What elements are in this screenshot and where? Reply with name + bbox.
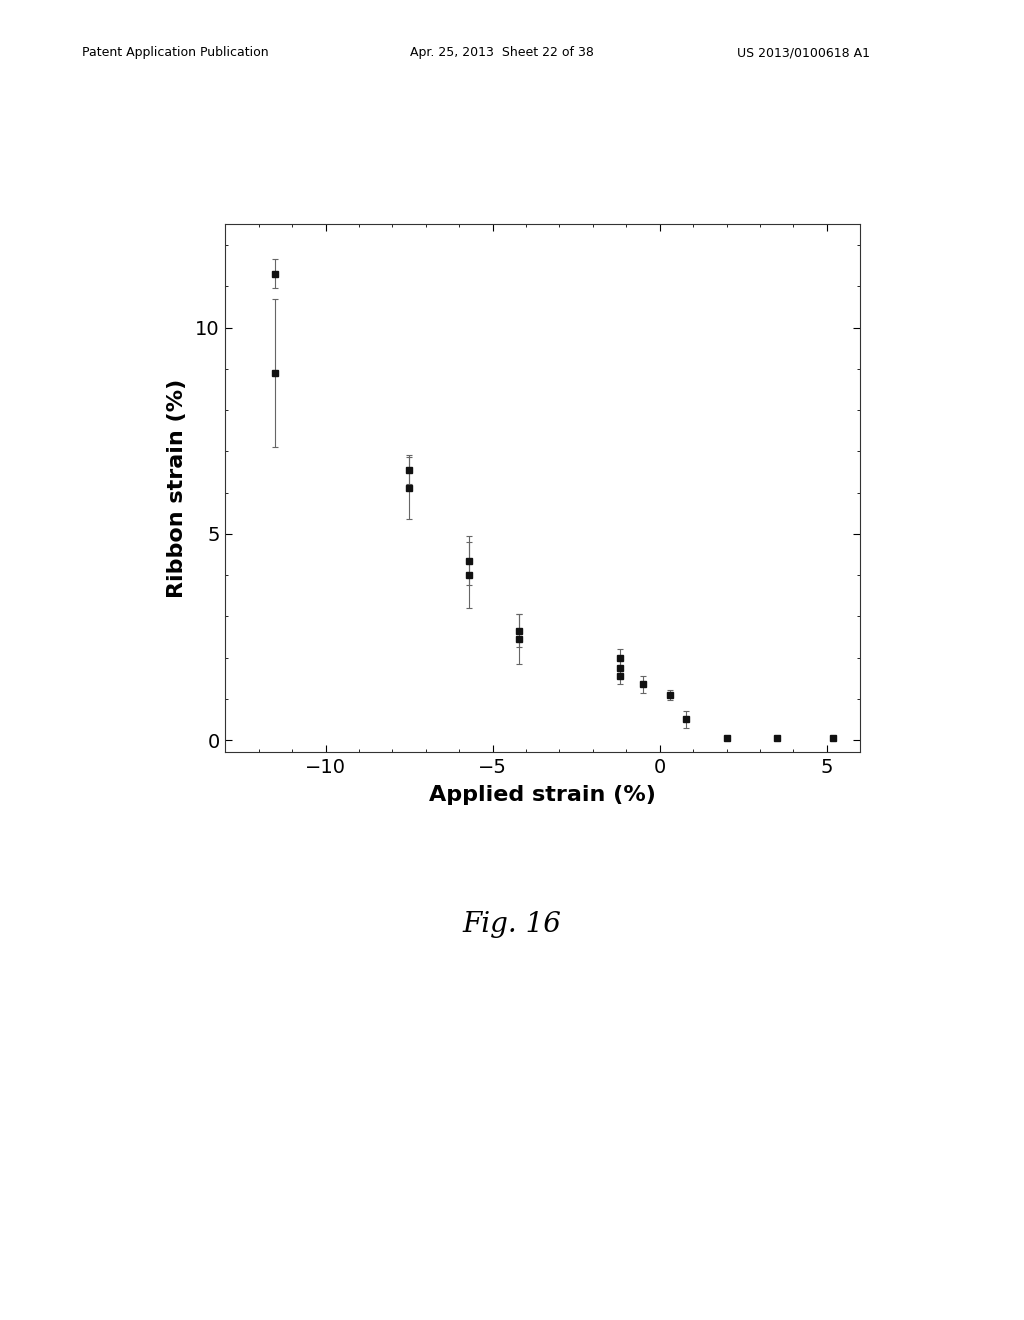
Text: Patent Application Publication: Patent Application Publication	[82, 46, 268, 59]
Text: Fig. 16: Fig. 16	[463, 911, 561, 937]
Y-axis label: Ribbon strain (%): Ribbon strain (%)	[167, 379, 186, 598]
Text: US 2013/0100618 A1: US 2013/0100618 A1	[737, 46, 870, 59]
Text: Apr. 25, 2013  Sheet 22 of 38: Apr. 25, 2013 Sheet 22 of 38	[410, 46, 594, 59]
X-axis label: Applied strain (%): Applied strain (%)	[429, 785, 656, 805]
